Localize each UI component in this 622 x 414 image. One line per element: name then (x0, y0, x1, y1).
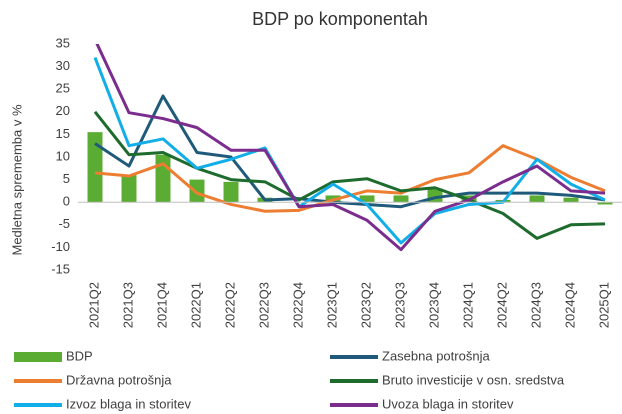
chart-title: BDP po komponentah (252, 9, 428, 29)
x-tick-label: 2024Q4 (562, 282, 577, 328)
x-tick-label: 2022Q2 (222, 282, 237, 328)
legend-label: Bruto investicije v osn. sredstva (382, 372, 565, 387)
bar (189, 179, 205, 203)
x-tick-label: 2023Q1 (324, 282, 339, 328)
bar (87, 132, 103, 203)
bar (597, 202, 613, 205)
y-tick-label: 30 (56, 58, 70, 73)
x-tick-label: 2023Q2 (358, 282, 373, 328)
bar (155, 154, 171, 203)
bar (121, 175, 137, 203)
x-tick-label: 2024Q1 (460, 282, 475, 328)
bar (223, 181, 239, 203)
y-tick-label: -10 (51, 239, 70, 254)
x-tick-label: 2022Q3 (256, 282, 271, 328)
y-axis-title: Medletna sprememba v % (9, 104, 24, 255)
line-series (93, 57, 606, 245)
y-tick-label: 35 (56, 35, 70, 50)
x-tick-label: 2024Q2 (494, 282, 509, 328)
legend-label: Uvoza blaga in storitev (382, 396, 514, 411)
y-tick-label: 10 (56, 148, 70, 163)
y-tick-label: 5 (63, 171, 70, 186)
line-series (95, 44, 606, 252)
x-tick-label: 2025Q1 (596, 282, 611, 328)
plot-area (87, 44, 613, 252)
x-tick-label: 2024Q3 (528, 282, 543, 328)
legend-label: Zasebna potrošnja (382, 348, 490, 363)
x-tick-label: 2023Q3 (392, 282, 407, 328)
x-tick-label: 2021Q2 (86, 282, 101, 328)
bar (393, 195, 409, 203)
x-tick-label: 2022Q1 (188, 282, 203, 328)
line-series (94, 94, 606, 209)
y-tick-label: 25 (56, 81, 70, 96)
y-tick-label: -5 (58, 216, 70, 231)
legend-swatch (14, 352, 62, 362)
legend-label: Državna potrošnja (66, 372, 172, 387)
y-tick-label: 20 (56, 103, 70, 118)
y-tick-label: -15 (51, 261, 70, 276)
bar (529, 195, 545, 203)
x-tick-label: 2022Q4 (290, 282, 305, 328)
legend-label: Izvoz blaga in storitev (66, 396, 192, 411)
x-tick-label: 2023Q4 (426, 282, 441, 328)
x-tick-label: 2021Q3 (120, 282, 135, 328)
bar (563, 197, 579, 203)
y-tick-label: 15 (56, 126, 70, 141)
y-tick-label: 0 (63, 194, 70, 209)
bar (359, 195, 375, 203)
legend-label: BDP (66, 348, 93, 363)
line-series (93, 110, 606, 240)
x-tick-label: 2021Q4 (154, 282, 169, 328)
